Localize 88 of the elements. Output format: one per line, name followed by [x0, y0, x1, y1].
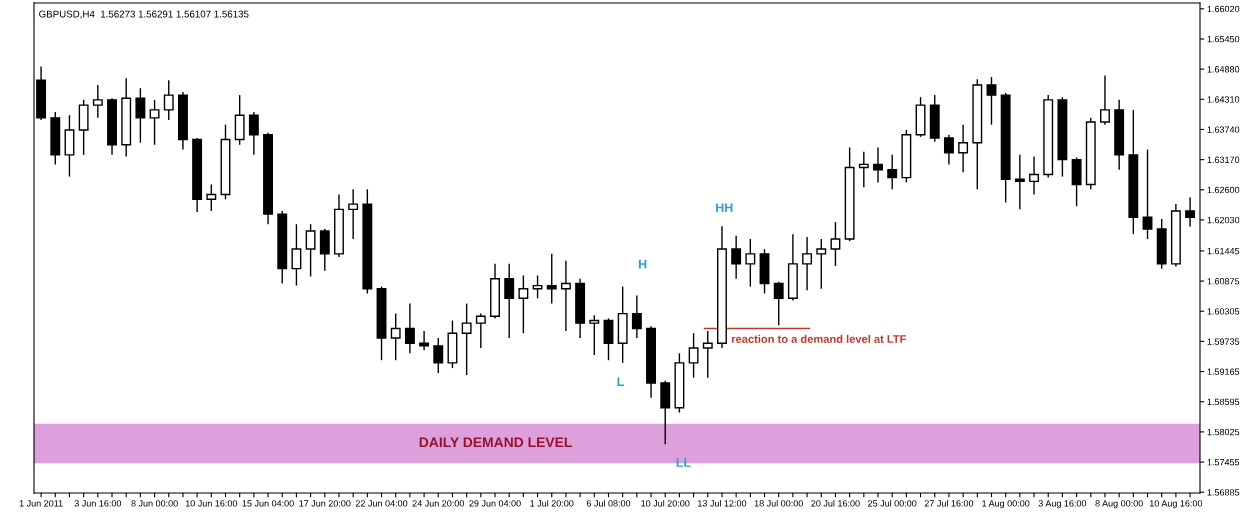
candlestick: [745, 238, 756, 288]
text: GBPUSD,H4 1.56273 1.56291 1.56107 1.56135: [39, 10, 249, 19]
y-tick-label: 1.62600: [1207, 186, 1240, 194]
candlestick: [958, 124, 969, 174]
candlestick: [291, 223, 302, 287]
candlestick: [404, 302, 415, 354]
candlestick: [731, 235, 742, 280]
candlestick: [475, 312, 486, 349]
annotation: L: [617, 377, 624, 386]
candlestick: [532, 274, 543, 299]
x-tick-label: 18 Jul 00:00: [754, 499, 803, 507]
candlestick: [135, 87, 146, 144]
candlestick: [1100, 74, 1110, 126]
x-tick-label: 13 Jul 12:00: [698, 499, 747, 507]
y-tick-label: 1.66020: [1207, 5, 1240, 13]
y-tick-label: 1.62030: [1207, 216, 1240, 224]
candlestick: [873, 146, 883, 184]
candlestick: [702, 330, 713, 379]
candlestick: [1142, 148, 1153, 240]
y-tick-label: 1.58595: [1207, 398, 1240, 406]
candlestick: [419, 330, 430, 351]
candlestick: [943, 134, 954, 166]
candlestick: [887, 154, 898, 190]
candlestick: [92, 84, 103, 119]
candlestick: [986, 76, 997, 126]
y-tick-label: 1.60305: [1207, 308, 1240, 315]
x-tick-label: 20 Jul 16:00: [811, 499, 860, 507]
candlestick: [319, 228, 330, 272]
x-tick-label: 29 Jun 04:00: [469, 500, 521, 507]
x-tick-label: 10 Aug 16:00: [1149, 500, 1203, 509]
candlestick: [149, 99, 160, 146]
y-tick-label: 1.63740: [1207, 126, 1240, 133]
y-tick-label: 1.59165: [1207, 368, 1240, 375]
candlestick: [830, 221, 841, 267]
y-tick-label: 1.58025: [1207, 428, 1240, 436]
x-tick-label: 17 Jun 20:00: [299, 500, 351, 507]
x-tick-label: 6 Jul 08:00: [586, 499, 631, 507]
candlestick: [433, 337, 444, 374]
x-tick-label: 1 Aug 00:00: [982, 500, 1030, 509]
candlestick: [518, 274, 529, 334]
y-tick-label: 1.60875: [1207, 278, 1240, 285]
annotation: LL: [676, 458, 691, 467]
band-label: DAILY DEMAND LEVEL: [419, 437, 572, 448]
x-tick-label: 25 Jul 00:00: [868, 499, 917, 507]
x-tick-label: 22 Jun 04:00: [355, 500, 408, 507]
ref-line-label: reaction to a demand level at LTF: [732, 334, 907, 343]
candlestick: [248, 111, 259, 156]
x-tick-label: 1 Jul 20:00: [530, 499, 574, 507]
annotation: HH: [716, 203, 733, 213]
x-tick-label: 8 Aug 00:00: [1095, 500, 1143, 509]
candlestick: [589, 314, 600, 356]
y-tick-label: 1.59735: [1207, 338, 1240, 345]
candlestick: [1185, 196, 1196, 228]
candlestick: [504, 263, 515, 339]
x-tick-label: 15 Jun 04:00: [242, 500, 294, 507]
candlestick: [816, 238, 827, 290]
candlestick: [631, 294, 642, 339]
y-tick-label: 1.63170: [1207, 156, 1240, 163]
y-tick-label: 1.64310: [1207, 96, 1240, 103]
x-tick-label: 24 Jun 20:00: [412, 500, 465, 507]
x-tick-label: 10 Jul 20:00: [641, 499, 690, 507]
candlestick: [461, 302, 472, 376]
x-tick-label: 8 Jun 00:00: [131, 500, 178, 507]
annotation: H: [638, 259, 647, 269]
candlestick: [858, 150, 869, 188]
candlestick: [560, 260, 571, 332]
x-tick-label: 3 Aug 16:00: [1038, 500, 1087, 509]
candlestick: [603, 317, 614, 361]
candlestick: [802, 236, 813, 292]
y-tick-label: 1.65450: [1207, 35, 1240, 43]
candlestick: [1029, 155, 1039, 196]
y-tick-label: 1.64880: [1207, 66, 1240, 73]
x-tick-label: 3 Jun 16:00: [74, 500, 122, 507]
x-tick-label: 10 Jun 16:00: [185, 500, 238, 507]
candlestick: [773, 281, 784, 326]
candlestick: [305, 223, 316, 278]
candlestick: [390, 312, 401, 361]
y-tick-label: 1.57455: [1207, 459, 1240, 466]
x-tick-label: 1 Jun 2011: [19, 500, 63, 507]
candlestick: [1014, 154, 1025, 211]
candlestick: [206, 183, 217, 212]
x-tick-label: 27 Jul 16:00: [924, 499, 974, 507]
candlestick: [163, 79, 174, 121]
y-tick-label: 1.56885: [1207, 489, 1240, 496]
candlestick: [348, 188, 359, 240]
candlestick: [546, 253, 557, 305]
y-tick-label: 1.61445: [1207, 247, 1240, 255]
candlestick: [688, 332, 699, 379]
